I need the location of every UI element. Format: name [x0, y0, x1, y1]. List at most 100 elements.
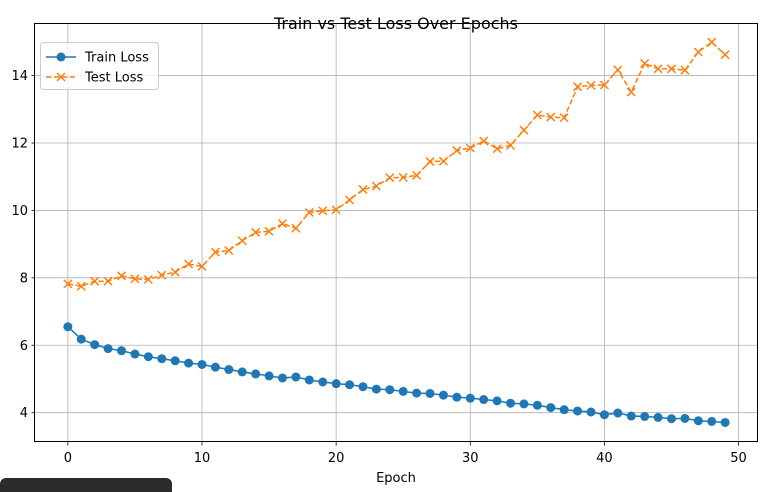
train-loss-point	[385, 385, 395, 395]
train-loss-point	[197, 359, 207, 369]
legend-test-marker	[56, 72, 66, 82]
test-loss-point	[358, 184, 368, 195]
train-loss-point	[720, 417, 730, 427]
train-loss-line	[67, 326, 726, 424]
test-loss-line	[67, 41, 726, 288]
test-loss-point	[224, 245, 234, 256]
train-loss-point	[76, 334, 86, 344]
test-loss-point	[277, 219, 288, 229]
test-loss-point	[237, 236, 247, 246]
test-loss-point	[532, 110, 542, 120]
train-loss-series	[63, 322, 730, 427]
test-loss-point	[143, 274, 153, 285]
test-loss-point	[90, 276, 100, 286]
legend-train-marker	[56, 52, 66, 62]
test-loss-point	[210, 247, 220, 257]
train-loss-point	[237, 367, 247, 377]
test-loss-point	[184, 259, 194, 269]
test-loss-point	[345, 195, 355, 205]
train-loss-point	[371, 384, 381, 394]
train-loss-point	[358, 382, 368, 392]
train-loss-point	[680, 413, 690, 423]
test-loss-point	[586, 80, 596, 90]
legend-test-label: Test Loss	[84, 71, 143, 86]
test-loss-point	[251, 227, 261, 237]
x-tick-label: 0	[64, 451, 72, 466]
test-loss-point	[130, 274, 140, 284]
train-loss-point	[573, 406, 583, 416]
train-loss-point	[90, 340, 100, 350]
test-loss-point	[465, 143, 475, 153]
test-loss-point	[331, 205, 341, 215]
test-loss-point	[707, 37, 717, 47]
test-loss-point	[264, 226, 274, 236]
test-loss-point	[599, 80, 609, 90]
train-loss-point	[559, 405, 569, 415]
x-axis-ticks: 0 10 20 30 40 50	[64, 442, 747, 466]
train-loss-point	[398, 386, 408, 396]
x-tick-label: 30	[462, 451, 479, 466]
test-loss-point	[452, 145, 462, 155]
train-loss-point	[277, 373, 287, 383]
test-loss-point	[157, 270, 167, 280]
train-loss-point	[291, 372, 301, 382]
test-loss-point	[479, 136, 489, 146]
test-loss-point	[318, 206, 328, 216]
test-loss-point	[546, 112, 556, 122]
x-tick-label: 10	[194, 451, 211, 466]
train-loss-point	[666, 414, 676, 424]
taskbar-overlay	[0, 478, 172, 492]
test-loss-point	[653, 64, 663, 74]
test-loss-point	[680, 65, 690, 75]
test-loss-point	[371, 181, 381, 191]
train-loss-point	[438, 390, 448, 400]
train-loss-point	[143, 352, 153, 362]
train-loss-point	[613, 408, 623, 418]
test-loss-point	[385, 173, 395, 183]
train-loss-point	[331, 379, 341, 389]
train-loss-point	[506, 398, 516, 408]
train-loss-point	[224, 365, 234, 375]
test-loss-point	[116, 271, 127, 281]
train-loss-point	[345, 380, 355, 390]
train-loss-point	[532, 400, 542, 410]
train-loss-point	[170, 356, 180, 366]
test-loss-point	[425, 157, 435, 167]
y-tick-label: 10	[11, 204, 28, 219]
train-loss-point	[640, 411, 650, 421]
train-loss-point	[157, 354, 167, 364]
train-loss-point	[264, 371, 274, 381]
test-loss-point	[103, 276, 113, 286]
test-loss-point	[304, 207, 314, 217]
test-loss-point	[492, 144, 502, 154]
x-tick-label: 20	[328, 451, 345, 466]
test-loss-point	[626, 87, 636, 97]
train-loss-point	[707, 416, 717, 426]
y-tick-label: 4	[20, 406, 28, 421]
train-loss-point	[626, 411, 636, 421]
test-loss-point	[573, 82, 583, 92]
test-loss-point	[398, 172, 408, 182]
test-loss-point	[291, 223, 301, 233]
train-loss-point	[465, 393, 475, 403]
legend: Train Loss Test Loss	[40, 42, 159, 90]
train-loss-point	[599, 410, 609, 420]
train-loss-point	[210, 362, 220, 372]
series-layer	[63, 37, 730, 427]
test-loss-point	[693, 47, 703, 57]
test-loss-point	[613, 65, 623, 75]
y-tick-label: 14	[11, 69, 28, 84]
test-loss-series	[63, 37, 730, 291]
test-loss-point	[76, 281, 86, 291]
train-loss-point	[103, 344, 113, 354]
test-loss-point	[505, 140, 516, 150]
train-loss-point	[519, 399, 529, 409]
train-loss-point	[452, 392, 462, 402]
plot-frame	[34, 23, 758, 442]
train-loss-point	[425, 388, 435, 398]
y-tick-label: 12	[11, 136, 28, 151]
test-loss-point	[412, 170, 422, 180]
train-loss-point	[653, 412, 663, 422]
test-loss-point	[720, 50, 730, 60]
